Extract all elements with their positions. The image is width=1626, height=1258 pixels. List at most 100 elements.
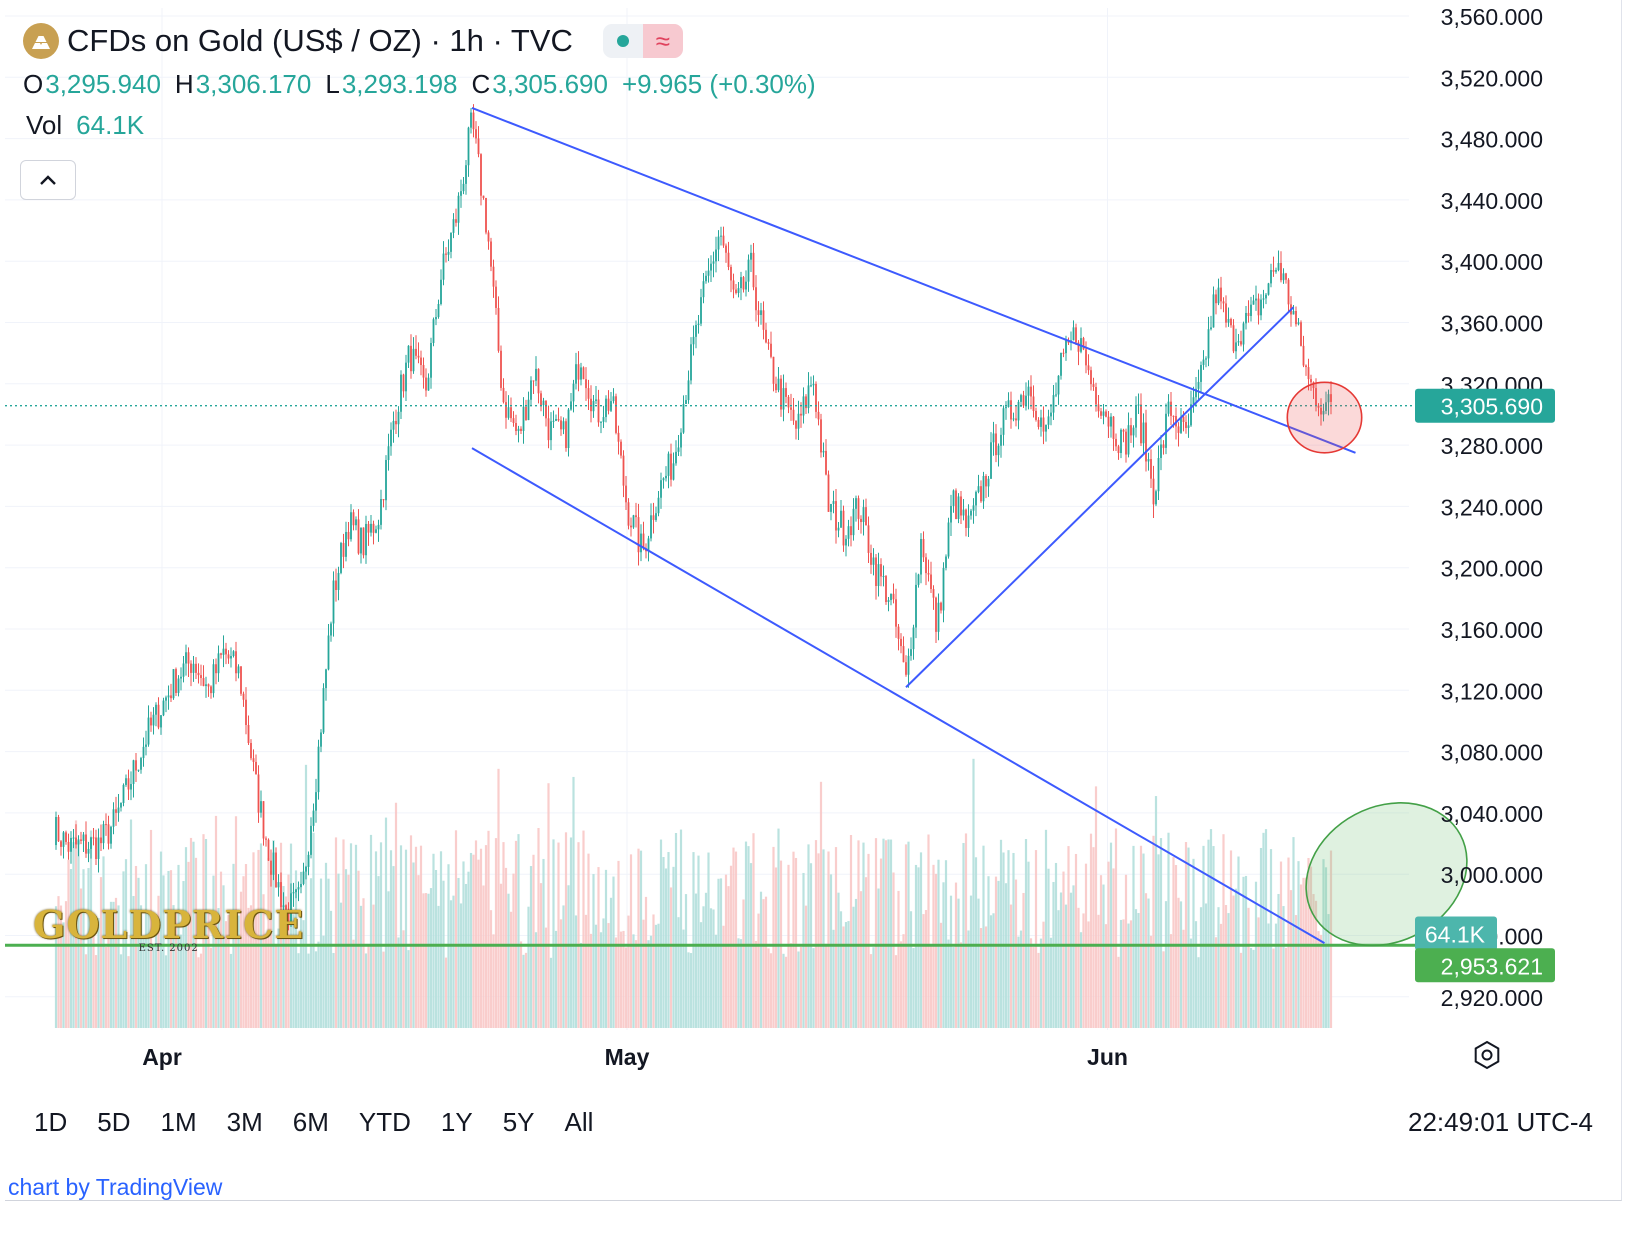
chart-canvas[interactable]: 3,560.000 3,520.000 3,480.000 3,440.000 3,40… bbox=[5, 0, 1621, 1200]
candle-body bbox=[877, 564, 880, 586]
volume-bar bbox=[82, 869, 85, 1028]
volume-bar bbox=[999, 839, 1003, 1028]
candle-body bbox=[945, 556, 947, 568]
candle-body bbox=[1062, 352, 1065, 354]
volume-bar bbox=[662, 857, 665, 1028]
candle-body bbox=[140, 758, 142, 770]
volume-bar bbox=[789, 943, 793, 1028]
candle-body bbox=[1295, 310, 1297, 325]
candle-body bbox=[112, 809, 115, 827]
candle-body bbox=[160, 715, 162, 728]
volume-bar bbox=[872, 947, 875, 1028]
volume-bar bbox=[547, 783, 550, 1028]
volume-bar bbox=[544, 927, 548, 1028]
volume-bar bbox=[332, 952, 335, 1028]
trendline-layer bbox=[5, 107, 1468, 947]
candle-body bbox=[1002, 408, 1005, 435]
range-ytd-button[interactable]: YTD bbox=[358, 1106, 411, 1137]
volume-bar bbox=[194, 857, 198, 1028]
candle-body bbox=[1167, 401, 1170, 414]
volume-bar bbox=[704, 892, 708, 1028]
candle-body bbox=[1127, 425, 1130, 455]
volume-row: Vol 64.1K bbox=[23, 108, 830, 142]
price-axis: 3,560.000 3,520.000 3,480.000 3,440.000 3,40… bbox=[1415, 4, 1555, 1011]
volume-bar bbox=[234, 816, 238, 1028]
candle-body bbox=[970, 510, 972, 516]
volume-bar bbox=[824, 943, 828, 1028]
candle-body bbox=[477, 138, 480, 155]
range-3m-button[interactable]: 3M bbox=[226, 1106, 263, 1137]
range-1m-button[interactable]: 1M bbox=[160, 1106, 197, 1137]
candle-body bbox=[1155, 491, 1157, 505]
range-6m-button[interactable]: 6M bbox=[292, 1106, 329, 1137]
candle-body bbox=[75, 837, 77, 845]
status-pill[interactable]: ≈ bbox=[602, 24, 683, 58]
watermark-est: EST. 2002 bbox=[138, 943, 199, 954]
range-5y-button[interactable]: 5Y bbox=[502, 1106, 535, 1137]
volume-bar bbox=[384, 817, 388, 1028]
trendline-rising-support bbox=[905, 306, 1295, 688]
gear-hexagon-icon[interactable] bbox=[1474, 1040, 1500, 1070]
candle-body bbox=[990, 442, 992, 479]
volume-bar bbox=[239, 891, 243, 1028]
candle-body bbox=[115, 809, 117, 813]
candle-body bbox=[630, 525, 632, 528]
candle-body bbox=[497, 307, 500, 351]
candle-body bbox=[192, 663, 195, 673]
candle-body bbox=[1302, 345, 1305, 366]
candle-body bbox=[1257, 298, 1260, 316]
candle-body bbox=[600, 421, 602, 423]
candle-body bbox=[117, 807, 120, 813]
candle-body bbox=[677, 447, 680, 452]
candle-body bbox=[1042, 417, 1045, 432]
volume-bar bbox=[959, 942, 963, 1028]
volume-bar bbox=[339, 902, 343, 1028]
volume-bar bbox=[1329, 850, 1333, 1028]
range-all-button[interactable]: All bbox=[564, 1106, 594, 1137]
candle-body bbox=[170, 695, 172, 699]
candle-body bbox=[1242, 323, 1245, 345]
low-label: L bbox=[325, 68, 340, 99]
candle-body bbox=[287, 909, 290, 923]
volume-bar bbox=[1292, 837, 1295, 1028]
candle-body bbox=[627, 502, 630, 526]
trendline-lower-channel bbox=[471, 447, 1326, 945]
chart-credit[interactable]: chart by TradingView bbox=[8, 1174, 222, 1201]
candle-body bbox=[325, 669, 327, 689]
volume-bar bbox=[1102, 884, 1105, 1028]
candle-body bbox=[1077, 342, 1080, 352]
symbol-title[interactable]: CFDs on Gold (US$ / OZ) · 1h · TVC bbox=[67, 23, 573, 58]
candle-body bbox=[1292, 310, 1295, 315]
range-1d-button[interactable]: 1D bbox=[34, 1106, 68, 1137]
credit-brand[interactable]: TradingView bbox=[95, 1174, 223, 1200]
volume-bar bbox=[837, 892, 840, 1028]
candle-body bbox=[885, 576, 887, 602]
volume-bar bbox=[157, 895, 160, 1028]
price-tick-label: 3,200.000 bbox=[1441, 556, 1543, 582]
volume-bar bbox=[377, 876, 380, 1028]
candle-body bbox=[232, 651, 235, 656]
volume-value: 64.1K bbox=[76, 109, 145, 140]
candle-body bbox=[207, 684, 210, 687]
candle-body bbox=[672, 463, 675, 480]
volume-bar bbox=[567, 885, 570, 1028]
volume-bar bbox=[284, 896, 288, 1028]
candle-body bbox=[55, 817, 57, 846]
range-1y-button[interactable]: 1Y bbox=[440, 1106, 473, 1137]
volume-bar bbox=[1077, 907, 1080, 1028]
collapse-legend-button[interactable] bbox=[20, 160, 76, 200]
candle-body bbox=[387, 446, 390, 460]
timezone-clock[interactable]: 22:49:01 UTC-4 bbox=[1408, 1106, 1593, 1137]
low-value: 3,293.198 bbox=[341, 68, 458, 99]
volume-bar bbox=[592, 874, 595, 1028]
volume-bar bbox=[664, 868, 668, 1028]
volume-bar bbox=[329, 910, 333, 1028]
candle-body bbox=[540, 393, 542, 406]
volume-bar bbox=[1002, 852, 1005, 1028]
volume-bar bbox=[107, 916, 110, 1028]
ohlc-row: O 3,295.940 H 3,306.170 L 3,293.198 C 3,… bbox=[23, 66, 830, 102]
range-5d-button[interactable]: 5D bbox=[97, 1106, 131, 1137]
candle-body bbox=[202, 678, 205, 687]
candle-body bbox=[722, 235, 725, 246]
candle-body bbox=[682, 404, 685, 433]
